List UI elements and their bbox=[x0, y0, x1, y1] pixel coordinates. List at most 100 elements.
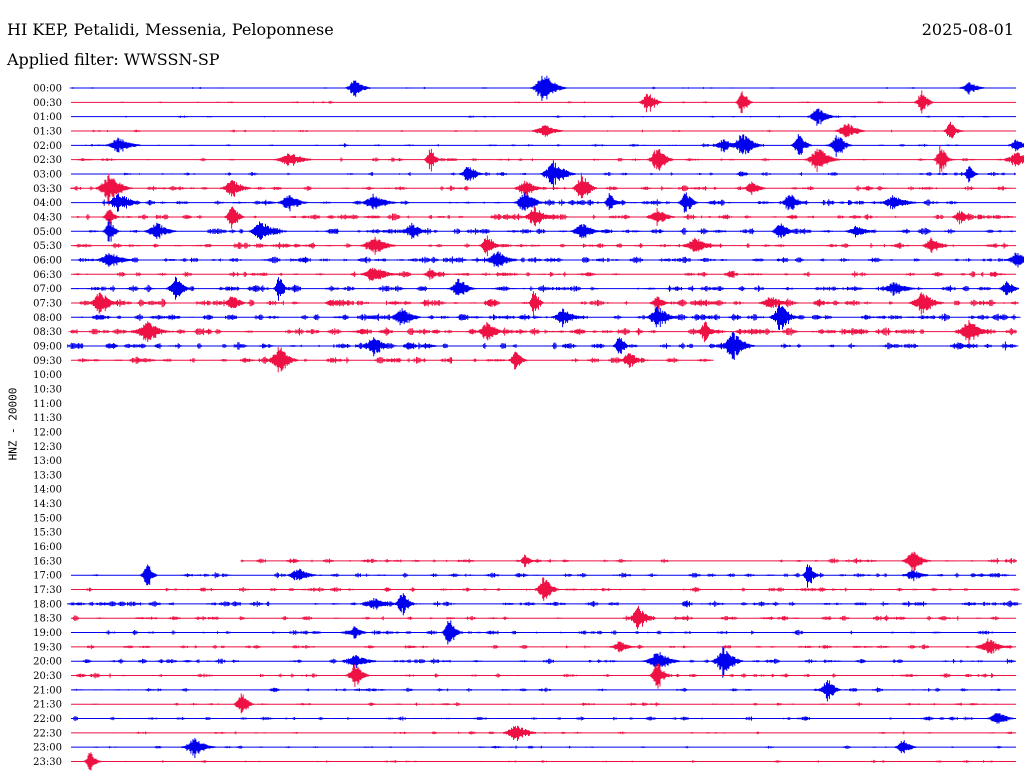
seismic-event bbox=[105, 137, 141, 153]
seismic-event bbox=[220, 180, 252, 197]
seismic-event bbox=[458, 167, 484, 181]
seismic-event bbox=[478, 235, 500, 257]
seismic-event bbox=[771, 223, 793, 239]
time-tick-label: 01:00 bbox=[33, 112, 62, 123]
seismic-event bbox=[807, 108, 835, 126]
seismic-event bbox=[224, 206, 245, 229]
trace-0630 bbox=[71, 267, 1016, 281]
trace-0530 bbox=[71, 235, 1016, 257]
seismic-event bbox=[963, 166, 979, 183]
seismic-event bbox=[956, 320, 991, 344]
trace-0100 bbox=[71, 108, 1016, 126]
seismic-event bbox=[476, 322, 505, 341]
trace-0300 bbox=[71, 160, 1016, 190]
seismic-event bbox=[534, 577, 560, 601]
time-tick-label: 06:00 bbox=[33, 255, 62, 266]
seismic-event bbox=[620, 353, 642, 368]
seismic-event bbox=[551, 308, 583, 328]
trace-noise bbox=[74, 270, 1006, 278]
seismic-event bbox=[287, 568, 317, 581]
trace-noise bbox=[77, 157, 1009, 162]
time-tick-label: 23:30 bbox=[33, 757, 62, 768]
seismic-event bbox=[423, 149, 441, 172]
time-tick-label: 14:00 bbox=[33, 485, 62, 496]
time-tick-label: 05:00 bbox=[33, 227, 62, 238]
time-tick-label: 20:00 bbox=[33, 657, 62, 668]
time-tick-label: 22:30 bbox=[33, 728, 62, 739]
time-tick-label: 16:30 bbox=[33, 556, 62, 567]
time-tick-label: 17:30 bbox=[33, 585, 62, 596]
trace-0900 bbox=[67, 332, 1019, 360]
trace-1800 bbox=[67, 593, 1022, 616]
seismic-event bbox=[647, 149, 674, 171]
seismic-event bbox=[503, 725, 536, 741]
seismic-event bbox=[894, 740, 916, 754]
seismic-event bbox=[233, 693, 254, 714]
seismic-event bbox=[401, 222, 429, 239]
date-label: 2025-08-01 bbox=[921, 20, 1014, 39]
time-tick-label: 18:30 bbox=[33, 614, 62, 625]
seismic-event bbox=[682, 237, 717, 252]
trace-0430 bbox=[71, 206, 1016, 229]
seismic-event bbox=[802, 564, 818, 588]
time-tick-label: 19:30 bbox=[33, 642, 62, 653]
seismic-event bbox=[364, 337, 390, 357]
trace-0230 bbox=[71, 145, 1024, 173]
time-tick-label: 11:30 bbox=[33, 413, 62, 424]
trace-noise bbox=[121, 171, 1016, 177]
seismic-event bbox=[539, 160, 576, 190]
trace-noise bbox=[85, 586, 1020, 593]
seismic-event bbox=[711, 646, 744, 678]
trace-noise bbox=[92, 572, 1009, 579]
trace-1830 bbox=[71, 605, 1016, 630]
seismic-event bbox=[610, 641, 634, 653]
seismic-event bbox=[880, 282, 915, 296]
trace-0200 bbox=[71, 134, 1024, 157]
seismic-event bbox=[424, 268, 440, 280]
seismic-event bbox=[144, 222, 177, 239]
trace-noise bbox=[90, 129, 964, 133]
trace-noise bbox=[71, 615, 999, 622]
trace-0130 bbox=[71, 121, 1016, 139]
seismic-event bbox=[933, 145, 953, 173]
seismic-event bbox=[519, 554, 535, 568]
seismic-event bbox=[531, 125, 564, 137]
seismic-event bbox=[390, 308, 421, 326]
trace-noise bbox=[67, 600, 1022, 608]
seismic-event bbox=[360, 267, 397, 281]
seismic-event bbox=[484, 251, 516, 268]
seismic-event bbox=[83, 752, 101, 771]
time-tick-label: 07:00 bbox=[33, 284, 62, 295]
trace-0700 bbox=[70, 276, 1020, 301]
time-tick-label: 11:00 bbox=[33, 399, 62, 410]
seismic-event bbox=[514, 180, 543, 198]
seismic-event bbox=[735, 91, 753, 114]
seismic-event bbox=[603, 193, 620, 210]
seismic-event bbox=[393, 593, 415, 616]
trace-noise bbox=[111, 731, 1015, 735]
seismic-event bbox=[102, 209, 120, 225]
seismic-event bbox=[345, 80, 371, 97]
time-tick-label: 14:30 bbox=[33, 499, 62, 510]
trace-2100 bbox=[71, 680, 1016, 702]
time-tick-label: 00:30 bbox=[33, 98, 62, 109]
seismic-event bbox=[649, 296, 669, 310]
seismic-event bbox=[166, 276, 190, 300]
seismic-event bbox=[804, 148, 840, 173]
trace-0400 bbox=[71, 192, 1016, 213]
seismic-event bbox=[347, 626, 367, 639]
time-tick-label: 13:00 bbox=[33, 456, 62, 467]
trace-noise bbox=[70, 284, 1006, 293]
time-tick-label: 21:00 bbox=[33, 685, 62, 696]
trace-1700 bbox=[71, 564, 1016, 588]
seismic-event bbox=[449, 278, 475, 296]
time-tick-label: 12:30 bbox=[33, 442, 62, 453]
time-tick-label: 09:30 bbox=[33, 356, 62, 367]
trace-noise bbox=[67, 341, 1019, 351]
seismic-event bbox=[758, 297, 790, 308]
seismic-event bbox=[530, 75, 567, 101]
seismic-event bbox=[342, 655, 377, 668]
seismic-event bbox=[628, 605, 655, 630]
seismic-event bbox=[570, 224, 601, 239]
time-tick-label: 00:00 bbox=[33, 84, 62, 95]
